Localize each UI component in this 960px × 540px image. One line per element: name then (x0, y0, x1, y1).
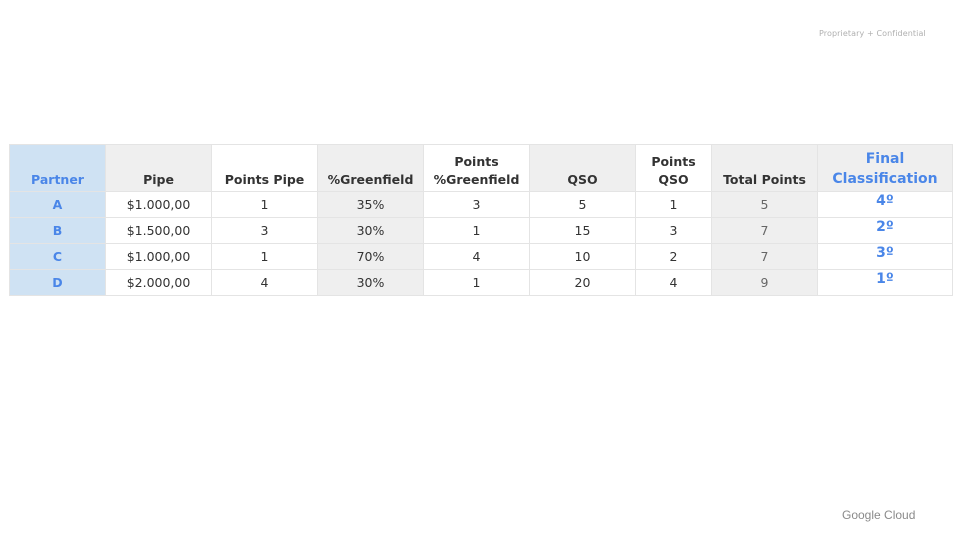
brand-logo: Google Cloud (842, 508, 916, 522)
cell-pipe: $1.000,00 (105, 243, 212, 270)
cell-partner: D (9, 269, 106, 296)
table-row: C $1.000,00 1 70% 4 10 2 7 3º (9, 243, 953, 270)
cell-final-classification: 1º (817, 269, 953, 296)
classification-table: Partner Pipe Points Pipe %Greenfield Poi… (9, 144, 953, 296)
cell-total-points: 7 (711, 217, 818, 244)
cell-greenfield: 70% (317, 243, 424, 270)
cell-greenfield: 30% (317, 217, 424, 244)
cell-total-points: 7 (711, 243, 818, 270)
cell-greenfield: 30% (317, 269, 424, 296)
table-row: B $1.500,00 3 30% 1 15 3 7 2º (9, 217, 953, 244)
header-pipe: Pipe (105, 144, 212, 192)
header-points-greenfield: Points %Greenfield (423, 144, 530, 192)
cell-qso: 5 (529, 191, 636, 218)
header-partner: Partner (9, 144, 106, 192)
cell-pipe: $1.000,00 (105, 191, 212, 218)
header-points-qso: Points QSO (635, 144, 712, 192)
cell-points-qso: 2 (635, 243, 712, 270)
cell-points-qso: 3 (635, 217, 712, 244)
cell-points-greenfield: 1 (423, 217, 530, 244)
header-final-classification: Final Classification (817, 144, 953, 192)
cell-points-greenfield: 4 (423, 243, 530, 270)
cell-final-classification: 2º (817, 217, 953, 244)
cell-total-points: 9 (711, 269, 818, 296)
header-greenfield: %Greenfield (317, 144, 424, 192)
cell-points-pipe: 1 (211, 243, 318, 270)
cell-qso: 10 (529, 243, 636, 270)
cell-partner: C (9, 243, 106, 270)
cell-total-points: 5 (711, 191, 818, 218)
cell-greenfield: 35% (317, 191, 424, 218)
cell-points-pipe: 1 (211, 191, 318, 218)
cell-final-classification: 4º (817, 191, 953, 218)
cell-final-classification: 3º (817, 243, 953, 270)
confidential-label: Proprietary + Confidential (819, 29, 926, 38)
cell-partner: A (9, 191, 106, 218)
table-header-row: Partner Pipe Points Pipe %Greenfield Poi… (9, 144, 953, 192)
cell-points-greenfield: 3 (423, 191, 530, 218)
cell-points-qso: 1 (635, 191, 712, 218)
table-row: D $2.000,00 4 30% 1 20 4 9 1º (9, 269, 953, 296)
header-qso: QSO (529, 144, 636, 192)
cell-pipe: $1.500,00 (105, 217, 212, 244)
table-row: A $1.000,00 1 35% 3 5 1 5 4º (9, 191, 953, 218)
cell-points-pipe: 3 (211, 217, 318, 244)
cell-qso: 20 (529, 269, 636, 296)
cell-qso: 15 (529, 217, 636, 244)
cell-points-pipe: 4 (211, 269, 318, 296)
cell-points-greenfield: 1 (423, 269, 530, 296)
cell-partner: B (9, 217, 106, 244)
cell-points-qso: 4 (635, 269, 712, 296)
header-total-points: Total Points (711, 144, 818, 192)
cell-pipe: $2.000,00 (105, 269, 212, 296)
header-points-pipe: Points Pipe (211, 144, 318, 192)
